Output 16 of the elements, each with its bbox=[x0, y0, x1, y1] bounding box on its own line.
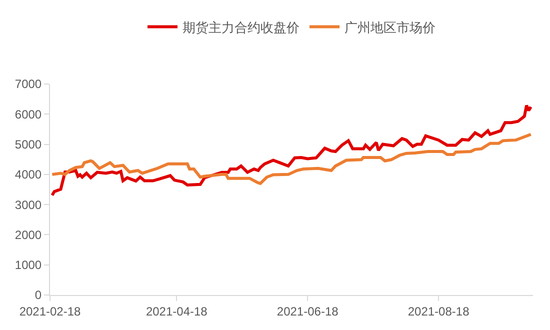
y-tick-label: 2000 bbox=[14, 228, 42, 242]
y-tick-label: 3000 bbox=[14, 198, 42, 212]
y-tick-label: 4000 bbox=[14, 168, 42, 182]
y-tick-label: 6000 bbox=[14, 107, 42, 122]
line-series bbox=[50, 104, 532, 197]
x-tick-label: 2021-08-18 bbox=[408, 304, 470, 318]
y-tick-label: 1000 bbox=[14, 258, 42, 272]
legend-label: 期货主力合约收盘价 bbox=[182, 20, 300, 36]
y-tick-label: 0 bbox=[34, 288, 42, 302]
legend-label: 广州地区市场价 bbox=[344, 20, 436, 36]
x-tick-label: 2021-04-18 bbox=[146, 304, 208, 318]
x-tick-label: 2021-02-18 bbox=[19, 304, 82, 318]
y-tick-label: 7000 bbox=[14, 77, 42, 92]
y-tick-label: 5000 bbox=[14, 137, 42, 152]
x-tick-label: 2021-06-18 bbox=[276, 304, 339, 318]
line-series bbox=[50, 132, 532, 185]
